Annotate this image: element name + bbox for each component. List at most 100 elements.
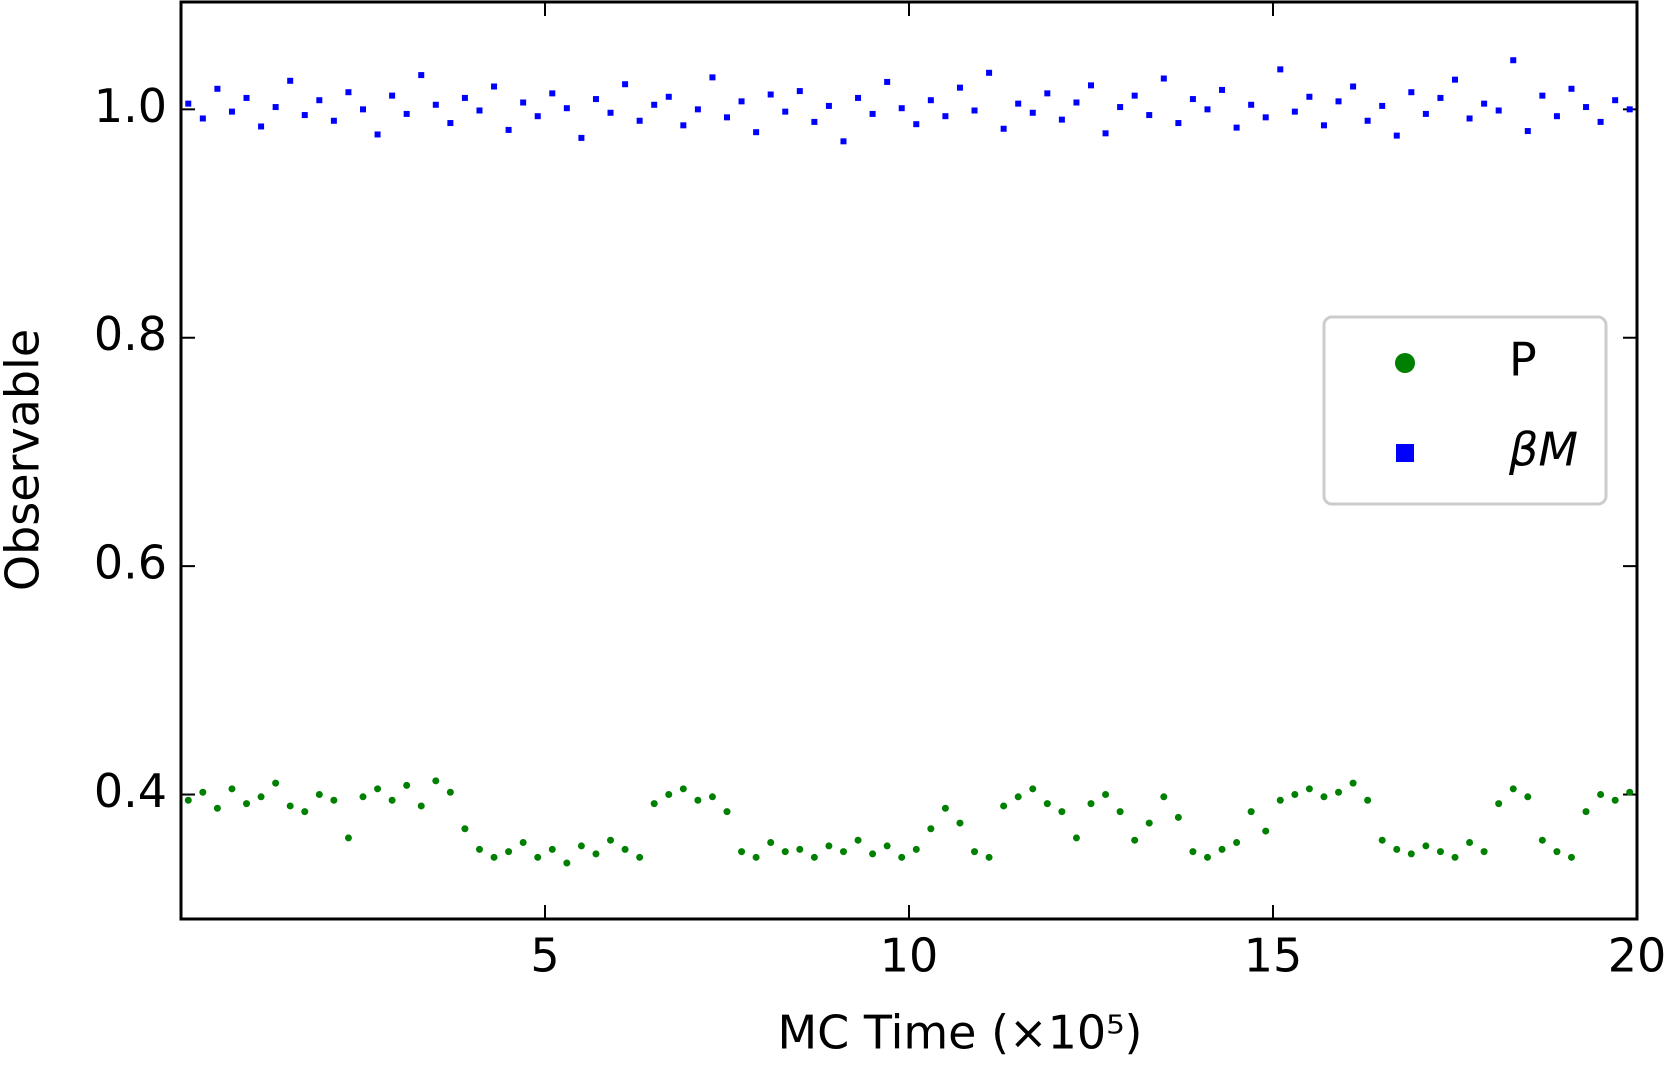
point [185, 100, 192, 107]
point [942, 113, 949, 120]
point [607, 109, 614, 116]
point [403, 110, 410, 117]
point [1058, 116, 1065, 123]
point [738, 98, 745, 105]
point [1320, 122, 1327, 129]
point [1219, 86, 1226, 93]
point [1582, 808, 1590, 816]
legend-label: βM [1508, 423, 1578, 477]
point [1408, 89, 1415, 96]
point [1175, 120, 1182, 127]
point [345, 89, 352, 96]
point [825, 102, 832, 109]
point [738, 848, 746, 856]
point [199, 115, 206, 122]
point [1117, 104, 1124, 111]
point [1583, 104, 1590, 111]
point [1073, 99, 1080, 106]
point [1247, 808, 1255, 816]
point [1626, 788, 1634, 796]
point [214, 85, 221, 92]
point [534, 853, 542, 861]
point [228, 108, 235, 115]
x-tick-label: 20 [1608, 929, 1667, 983]
point [301, 112, 308, 119]
point [1553, 113, 1560, 120]
point [622, 81, 629, 88]
point [1378, 836, 1386, 844]
legend-marker [1395, 353, 1415, 373]
point [1495, 107, 1502, 114]
point [505, 848, 513, 856]
point [767, 838, 775, 846]
point [1466, 115, 1473, 122]
point [592, 96, 599, 103]
point [1612, 97, 1619, 104]
point [1058, 808, 1066, 816]
point [1276, 796, 1284, 804]
point [636, 117, 643, 124]
point [1538, 836, 1546, 844]
point [476, 107, 483, 114]
point [359, 793, 367, 801]
point [1131, 92, 1138, 99]
point [374, 131, 381, 138]
point [301, 808, 309, 816]
x-tick-label: 10 [880, 929, 939, 983]
point [272, 104, 279, 111]
point [1422, 842, 1430, 850]
point [374, 785, 382, 793]
plot-frame [179, 0, 1639, 921]
point [360, 106, 366, 113]
point [432, 777, 440, 785]
point [1044, 90, 1051, 97]
point [1029, 785, 1037, 793]
y-tick-label: 0.8 [94, 307, 167, 361]
point [243, 94, 250, 101]
point [971, 848, 979, 856]
point [985, 853, 993, 861]
x-tick-label: 15 [1244, 929, 1303, 983]
point [1189, 848, 1197, 856]
point [563, 859, 571, 867]
point [344, 834, 352, 842]
point [1160, 793, 1168, 801]
point [651, 101, 658, 108]
point [1160, 75, 1167, 82]
point [184, 796, 192, 804]
point [913, 121, 920, 128]
point [1509, 785, 1517, 793]
point [243, 800, 251, 808]
point [1364, 796, 1372, 804]
point [1305, 785, 1313, 793]
point [1480, 848, 1488, 856]
point [1524, 793, 1532, 801]
point [1524, 128, 1531, 135]
point [1233, 124, 1240, 131]
point [1567, 853, 1575, 861]
point [650, 800, 658, 808]
point [199, 788, 207, 796]
point [1146, 112, 1153, 119]
point [839, 848, 847, 856]
point [1277, 66, 1284, 73]
point [796, 88, 803, 95]
point [1335, 98, 1342, 105]
point [1189, 96, 1196, 103]
point [1407, 850, 1415, 858]
point [403, 781, 411, 789]
point [1262, 114, 1269, 121]
point [446, 788, 454, 796]
point [505, 126, 512, 133]
point [1204, 106, 1211, 113]
point [665, 93, 672, 100]
point [592, 850, 600, 858]
point [1320, 793, 1328, 801]
point [1611, 796, 1619, 804]
point [315, 791, 323, 799]
point [1481, 100, 1488, 107]
point [287, 77, 294, 84]
legend-box [1322, 315, 1608, 506]
point [1043, 800, 1051, 808]
